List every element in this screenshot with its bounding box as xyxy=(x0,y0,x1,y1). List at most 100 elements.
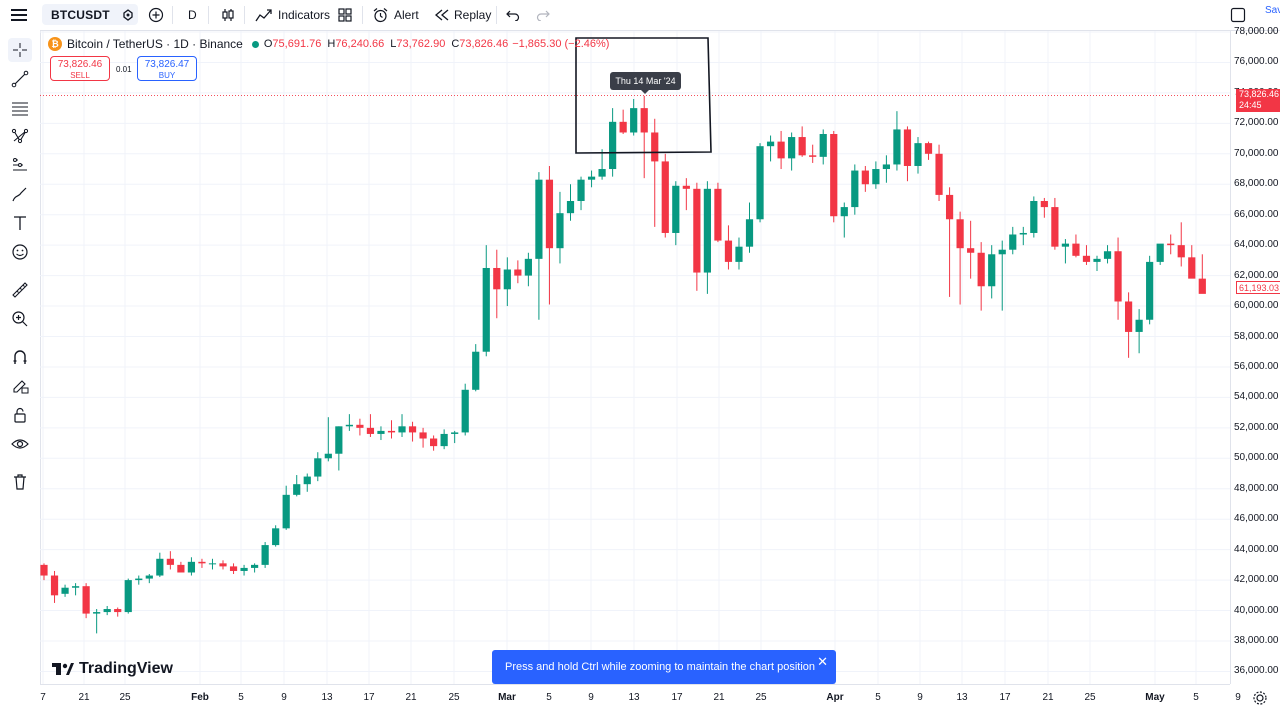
candle xyxy=(451,430,459,444)
candle-body xyxy=(303,476,311,485)
horizontal-lines-tool[interactable] xyxy=(8,96,32,120)
zoom-tool[interactable] xyxy=(8,307,32,331)
close-icon[interactable]: ✕ xyxy=(817,654,828,669)
candle xyxy=(261,542,269,568)
candle xyxy=(208,558,217,570)
forecast-tool[interactable] xyxy=(8,153,32,177)
candle xyxy=(535,172,543,320)
crosshair-tool[interactable] xyxy=(8,38,32,62)
candle xyxy=(366,414,375,437)
tradingview-mark-icon xyxy=(52,663,74,675)
text-tool[interactable] xyxy=(8,211,32,235)
candle-body xyxy=(535,179,543,259)
candle xyxy=(598,149,606,180)
time-tick-label: 25 xyxy=(119,692,131,703)
pencil-lock-icon xyxy=(13,380,29,394)
brush-tool[interactable] xyxy=(8,182,32,206)
candle-body xyxy=(724,240,733,262)
price-chart[interactable] xyxy=(40,31,1230,684)
price-tick-label: 56,000.00 xyxy=(1234,360,1279,372)
emoji-tool[interactable] xyxy=(8,240,32,264)
candle xyxy=(1019,226,1027,246)
time-tick-label: 17 xyxy=(671,692,683,703)
candle-body xyxy=(124,580,132,613)
candle-body xyxy=(735,246,743,262)
fullscreen-button[interactable] xyxy=(1230,0,1246,30)
remove-drawings-tool[interactable] xyxy=(8,470,32,494)
candle xyxy=(82,583,90,619)
pattern-tool[interactable] xyxy=(8,124,32,148)
redo-button[interactable] xyxy=(536,0,550,30)
trend-line-tool[interactable] xyxy=(8,67,32,91)
compare-symbol-button[interactable] xyxy=(148,0,164,30)
time-tick-label: 13 xyxy=(628,692,640,703)
candle-body xyxy=(945,194,954,220)
hide-drawings-tool[interactable] xyxy=(8,432,32,456)
menu-icon[interactable] xyxy=(10,0,28,30)
low-label: L xyxy=(390,38,397,50)
watchlist-icon[interactable] xyxy=(122,8,134,26)
candle-body xyxy=(82,586,90,614)
candle-body xyxy=(145,575,153,579)
price-tick-label: 44,000.00 xyxy=(1234,543,1279,555)
settings-gear-icon[interactable] xyxy=(1252,690,1268,706)
candle-body xyxy=(398,426,406,433)
candle xyxy=(177,561,185,573)
candle-body xyxy=(293,484,301,495)
high-label: H xyxy=(327,38,336,50)
price-axis[interactable]: 78,000.0076,000.0074,000.0072,000.0070,0… xyxy=(1230,26,1280,684)
time-tick-label: 21 xyxy=(713,692,725,703)
legend-title[interactable]: Bitcoin / TetherUS · 1D · Binance xyxy=(67,37,243,51)
sell-button[interactable]: 73,826.46 SELL xyxy=(50,56,110,81)
price-tick-label: 36,000.00 xyxy=(1234,665,1279,677)
save-button[interactable]: Sav xyxy=(1265,0,1280,30)
candle-body xyxy=(440,433,448,447)
candle xyxy=(482,245,490,357)
indicators-button[interactable]: Indicators xyxy=(255,0,330,30)
candle-body xyxy=(493,267,501,290)
candle xyxy=(187,557,196,576)
stay-in-drawing-tool[interactable] xyxy=(8,374,32,398)
candle xyxy=(1051,197,1059,250)
candle-body xyxy=(988,254,996,287)
candle xyxy=(1061,239,1070,264)
chart-type-button[interactable] xyxy=(220,0,236,30)
interval-button[interactable]: D xyxy=(188,0,197,30)
time-tick-label: 21 xyxy=(1042,692,1054,703)
candle-body xyxy=(903,129,912,166)
save-label: Sav xyxy=(1265,5,1280,16)
fullscreen-icon xyxy=(1230,7,1246,23)
time-tick-label: 25 xyxy=(448,692,460,703)
time-tick-label: Feb xyxy=(191,692,209,703)
measure-tool[interactable] xyxy=(8,278,32,302)
candle-body xyxy=(861,170,869,185)
candle xyxy=(977,242,985,311)
lock-drawings-tool[interactable] xyxy=(8,403,32,427)
candle xyxy=(345,414,353,431)
candle xyxy=(914,137,922,174)
time-tick-label: 5 xyxy=(238,692,244,703)
undo-button[interactable] xyxy=(506,0,520,30)
indicators-label: Indicators xyxy=(278,8,331,22)
price-tick-label: 62,000.00 xyxy=(1234,269,1279,281)
buy-button[interactable]: 73,826.47 BUY xyxy=(137,56,197,81)
current-price-value: 73,826.46 xyxy=(1239,88,1280,99)
alert-button[interactable]: Alert xyxy=(372,0,419,30)
candle-body xyxy=(1198,278,1206,294)
candle xyxy=(609,108,617,177)
candle xyxy=(135,575,143,585)
magnet-tool[interactable] xyxy=(8,345,32,369)
templates-button[interactable] xyxy=(337,0,353,30)
candle xyxy=(1093,255,1101,272)
candle-body xyxy=(61,587,69,594)
candle xyxy=(514,260,522,284)
candle-body xyxy=(924,143,933,154)
zoom-in-icon xyxy=(12,311,28,327)
tradingview-logo[interactable]: TradingView xyxy=(52,660,173,678)
replay-button[interactable]: Replay xyxy=(434,0,491,30)
time-axis[interactable]: 7 21 25 Feb 5 9 13 17 21 25 Mar 5 9 13 17 21 25 Apr 5 9 13 17… xyxy=(40,684,1267,715)
symbol-search-button[interactable]: BTCUSDT xyxy=(42,4,138,25)
candle-body xyxy=(1103,251,1112,259)
candle xyxy=(872,161,880,189)
close-label: C xyxy=(451,38,460,50)
